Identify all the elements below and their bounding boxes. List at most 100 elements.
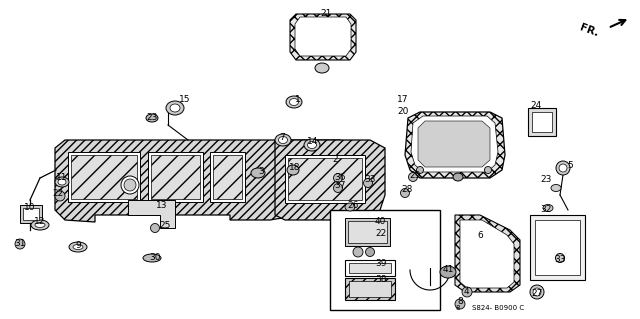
Ellipse shape: [150, 224, 159, 233]
Bar: [213, 155, 242, 199]
Ellipse shape: [286, 96, 302, 108]
Polygon shape: [455, 215, 520, 292]
Bar: [288, 158, 362, 200]
Bar: [349, 281, 391, 297]
Ellipse shape: [251, 168, 265, 178]
Text: 27: 27: [531, 288, 543, 298]
Ellipse shape: [401, 189, 410, 197]
Ellipse shape: [287, 165, 299, 175]
Ellipse shape: [353, 247, 363, 257]
Bar: [285, 155, 365, 203]
Bar: [349, 263, 391, 273]
Ellipse shape: [143, 254, 161, 262]
Text: 23: 23: [540, 175, 552, 184]
Text: 22: 22: [376, 229, 387, 239]
Bar: [330, 210, 440, 310]
Ellipse shape: [15, 239, 25, 249]
Text: 4: 4: [463, 286, 469, 295]
Text: 8: 8: [456, 305, 460, 311]
Polygon shape: [405, 112, 505, 178]
Polygon shape: [418, 121, 490, 167]
Text: 15: 15: [179, 95, 191, 105]
Ellipse shape: [333, 183, 342, 192]
Bar: [151, 155, 200, 199]
Ellipse shape: [365, 248, 374, 256]
Polygon shape: [460, 220, 514, 288]
Ellipse shape: [556, 161, 570, 175]
Ellipse shape: [35, 222, 45, 227]
Polygon shape: [128, 200, 175, 228]
Ellipse shape: [530, 285, 544, 299]
Text: 18: 18: [289, 164, 301, 173]
Text: S824- B0900 C: S824- B0900 C: [472, 305, 524, 311]
Text: 32: 32: [540, 205, 552, 214]
Ellipse shape: [345, 203, 355, 211]
Text: 9: 9: [75, 241, 81, 249]
Bar: [68, 152, 140, 202]
Ellipse shape: [55, 191, 65, 201]
Ellipse shape: [121, 176, 139, 194]
Polygon shape: [275, 140, 385, 220]
Polygon shape: [290, 14, 356, 60]
Text: 11: 11: [56, 174, 68, 182]
Text: 12: 12: [35, 218, 45, 226]
Text: 5: 5: [567, 160, 573, 169]
Ellipse shape: [453, 173, 463, 181]
Bar: [210, 152, 245, 202]
Text: 37: 37: [334, 181, 346, 189]
Bar: [20, 205, 42, 223]
Ellipse shape: [417, 167, 424, 174]
Text: 7: 7: [279, 133, 285, 143]
Polygon shape: [411, 116, 498, 172]
Text: FR.: FR.: [579, 22, 600, 38]
Text: 39: 39: [375, 258, 387, 268]
Ellipse shape: [533, 288, 541, 296]
Text: 31: 31: [14, 239, 26, 248]
Text: 1: 1: [295, 95, 301, 105]
Text: 21: 21: [320, 10, 332, 19]
Text: 25: 25: [159, 220, 171, 229]
Text: 26: 26: [348, 201, 358, 210]
Ellipse shape: [58, 179, 66, 185]
Text: 22: 22: [52, 189, 63, 197]
Bar: [348, 221, 387, 243]
Text: 36: 36: [334, 173, 346, 182]
Ellipse shape: [146, 114, 158, 122]
Text: 23: 23: [147, 114, 157, 122]
Text: 6: 6: [477, 232, 483, 241]
Ellipse shape: [166, 101, 184, 115]
Ellipse shape: [556, 254, 564, 263]
Ellipse shape: [364, 179, 372, 188]
Ellipse shape: [484, 167, 492, 174]
Text: 33: 33: [554, 256, 566, 264]
Bar: [345, 278, 395, 300]
Text: 2: 2: [332, 155, 338, 165]
Ellipse shape: [559, 164, 567, 172]
Text: 28: 28: [401, 186, 413, 195]
Bar: [345, 260, 395, 276]
Ellipse shape: [275, 134, 291, 146]
Text: 14: 14: [307, 137, 319, 146]
Text: 10: 10: [24, 203, 36, 211]
Bar: [23, 208, 39, 220]
Bar: [345, 218, 390, 246]
Ellipse shape: [31, 220, 49, 230]
Text: 13: 13: [156, 201, 168, 210]
Text: 20: 20: [397, 108, 409, 116]
Text: 8: 8: [457, 298, 463, 307]
Ellipse shape: [55, 177, 69, 187]
Text: 3: 3: [258, 167, 264, 176]
Ellipse shape: [408, 173, 417, 182]
Polygon shape: [55, 140, 355, 222]
Bar: [530, 215, 585, 280]
Ellipse shape: [289, 99, 298, 106]
Ellipse shape: [455, 299, 465, 309]
Bar: [532, 112, 552, 132]
Bar: [528, 108, 556, 136]
Text: 40: 40: [374, 218, 386, 226]
Ellipse shape: [333, 174, 342, 182]
Bar: [535, 220, 580, 275]
Ellipse shape: [462, 287, 472, 297]
Ellipse shape: [278, 137, 287, 144]
Ellipse shape: [124, 179, 136, 191]
